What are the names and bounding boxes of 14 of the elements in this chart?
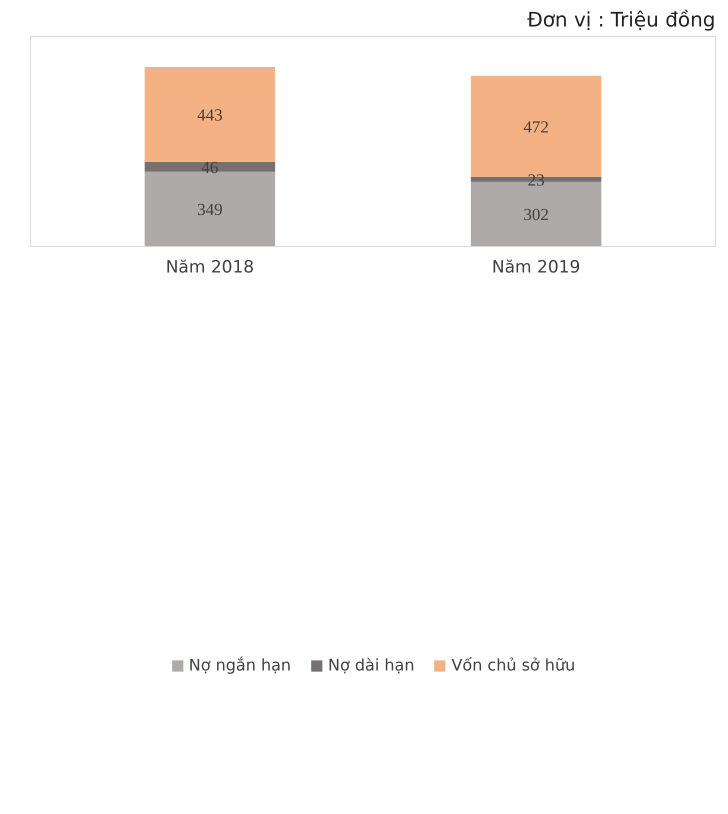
data-label: 302	[523, 205, 549, 224]
data-label: 349	[197, 200, 223, 220]
data-label: 46	[201, 158, 218, 177]
legend-label: Nợ ngắn hạn	[188, 656, 292, 675]
legend-label: Vốn chủ sở hữu	[451, 656, 576, 675]
data-label: 472	[523, 117, 549, 136]
x-tick-label: Năm 2018	[166, 258, 254, 278]
bar	[144, 67, 276, 162]
bar	[144, 172, 276, 246]
bar	[144, 162, 276, 172]
text: Đơn vị : Triệu đồng	[527, 8, 716, 32]
legend-label: Nợ dài hạn	[328, 656, 414, 675]
data-label: 443	[197, 105, 223, 124]
x-tick-label: Năm 2019	[492, 258, 580, 278]
